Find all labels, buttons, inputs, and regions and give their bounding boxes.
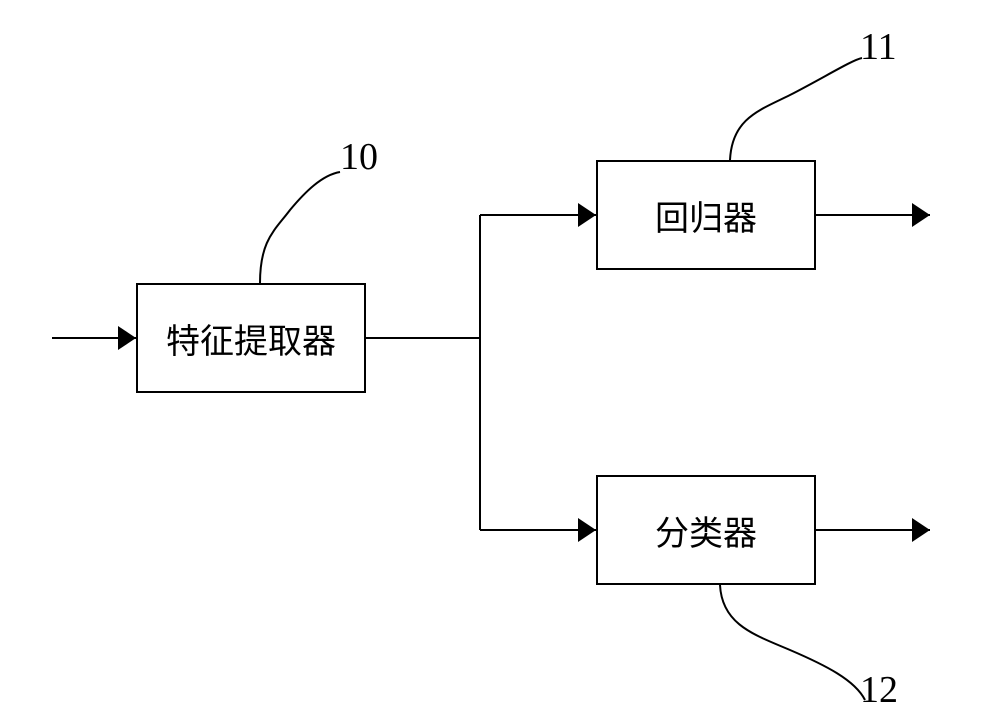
label-12: 12 (860, 668, 898, 712)
label-10: 10 (340, 135, 378, 179)
node-feature-extractor-label: 特征提取器 (166, 314, 336, 363)
node-feature-extractor: 特征提取器 (136, 283, 366, 393)
node-classifier-label: 分类器 (655, 506, 757, 555)
node-regressor-label: 回归器 (655, 191, 757, 240)
label-11: 11 (860, 25, 897, 69)
diagram-canvas: 特征提取器 回归器 分类器 10 11 12 (0, 0, 1000, 728)
node-classifier: 分类器 (596, 475, 816, 585)
node-regressor: 回归器 (596, 160, 816, 270)
